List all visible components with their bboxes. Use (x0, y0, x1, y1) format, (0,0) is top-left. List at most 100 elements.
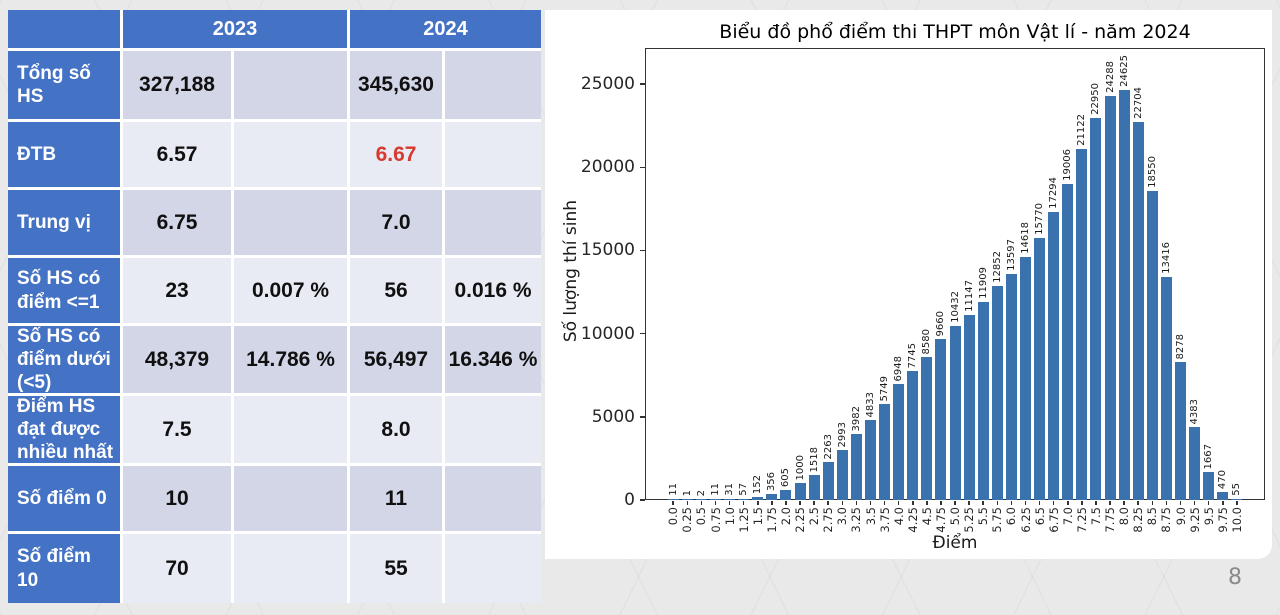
x-tick-mark (771, 500, 773, 505)
x-tick-label: 6.75 (1046, 507, 1061, 533)
bar (1231, 499, 1243, 500)
bar-value-label: 470 (1217, 469, 1229, 489)
x-tick-mark (996, 500, 998, 505)
x-tick-mark (1137, 500, 1139, 505)
bar-value-label: 13416 (1160, 242, 1172, 274)
bar (991, 286, 1003, 500)
y-tick-mark (640, 166, 645, 168)
bar (1034, 238, 1045, 500)
x-tick-label: 1.5 (750, 507, 765, 526)
cell-2024-percent (445, 466, 541, 531)
bar-value-label: 24625 (1118, 55, 1130, 87)
row-label: Số điểm 10 (8, 534, 120, 603)
x-tick-mark (1179, 500, 1182, 505)
bar (681, 499, 693, 500)
bar-value-label: 11 (667, 483, 679, 496)
bar-value-label: 2263 (822, 433, 834, 459)
bar (1104, 96, 1116, 500)
x-tick-label: 2.5 (807, 507, 822, 526)
bar (865, 420, 876, 500)
y-tick-mark (640, 249, 645, 252)
bar (822, 462, 834, 500)
bar-value-label: 22950 (1090, 83, 1102, 115)
x-tick-label: 2.0 (778, 507, 793, 526)
x-tick-label: 4.75 (933, 507, 948, 533)
bar-value-label: 2993 (836, 421, 848, 447)
bar (1020, 257, 1031, 500)
x-tick-mark (757, 500, 759, 505)
bar-value-label: 4833 (865, 391, 876, 417)
x-tick-mark (912, 500, 914, 505)
x-tick-mark (827, 500, 829, 505)
bar (935, 339, 947, 500)
row-label: Số HS có điểm dưới (<5) (8, 326, 120, 393)
x-tick-label: 0.5 (694, 507, 709, 526)
cell-2023-percent (234, 466, 347, 531)
slide-page-number: 8 (1228, 565, 1242, 590)
bar (1146, 191, 1158, 500)
bar-value-label: 605 (780, 467, 792, 487)
bar-value-label: 1518 (808, 446, 820, 472)
bar (808, 475, 820, 500)
cell-2024-value: 345,630 (350, 51, 442, 119)
bar-value-label: 8580 (921, 328, 933, 354)
x-tick-label: 3.25 (849, 507, 864, 533)
x-tick-mark (968, 500, 970, 505)
bar-value-label: 11 (710, 483, 721, 496)
bar-value-label: 55 (1231, 483, 1243, 496)
bar (1203, 472, 1215, 500)
bar (695, 499, 707, 500)
bar-value-label: 9660 (935, 310, 947, 336)
bar (1217, 492, 1229, 500)
x-tick-mark (1052, 500, 1055, 505)
x-tick-label: 10.0 (1229, 507, 1244, 533)
cell-2024-value: 55 (350, 534, 442, 603)
bar-value-label: 10432 (949, 291, 961, 323)
bar (794, 483, 806, 500)
bar-value-label: 24288 (1104, 61, 1116, 93)
bar (949, 326, 961, 500)
cell-2024-percent (445, 51, 541, 119)
x-tick-mark (1024, 500, 1027, 505)
x-tick-mark (1123, 500, 1125, 505)
y-tick-mark (640, 83, 645, 85)
x-tick-label: 2.25 (793, 507, 807, 533)
x-tick-mark (1081, 500, 1083, 505)
x-tick-label: 0.25 (680, 507, 695, 533)
x-tick-label: 9.75 (1215, 507, 1230, 533)
bar (1005, 274, 1017, 500)
bar (879, 404, 890, 500)
x-tick-label: 2.75 (821, 507, 836, 533)
x-tick-mark (1165, 500, 1168, 505)
row-label: ĐTB (8, 122, 120, 187)
bar-value-label: 6948 (893, 355, 905, 381)
x-tick-label: 7.75 (1103, 507, 1117, 533)
x-tick-mark (1207, 500, 1210, 505)
bar (738, 499, 750, 500)
bar-value-label: 21122 (1076, 114, 1088, 146)
cell-2024-percent (445, 122, 541, 187)
cell-2023-value: 327,188 (123, 51, 231, 119)
x-tick-label: 6.5 (1032, 507, 1047, 526)
x-tick-mark (672, 500, 674, 505)
cell-2023-percent (234, 122, 347, 187)
stats-table: 2023 2024 Tổng số HS 327,188 345,630 ĐTB 6.5… (8, 10, 541, 603)
x-tick-mark (982, 500, 984, 505)
cell-2023-value: 7.5 (123, 396, 231, 463)
bar-value-label: 1000 (794, 454, 806, 480)
bar (1062, 184, 1074, 500)
cell-2024-percent (445, 396, 541, 463)
bar-value-label: 57 (738, 483, 750, 496)
bar-value-label: 11909 (977, 267, 989, 299)
x-tick-label: 5.75 (990, 507, 1005, 533)
x-tick-mark (799, 500, 801, 505)
bar-value-label: 11147 (963, 280, 975, 312)
x-tick-mark (869, 500, 872, 505)
x-tick-label: 1.0 (722, 507, 737, 526)
y-tick-label: 20000 (580, 157, 635, 178)
x-tick-label: 3.0 (835, 507, 850, 526)
bar-value-label: 4383 (1189, 398, 1200, 424)
x-tick-label: 8.25 (1131, 507, 1146, 533)
x-tick-label: 7.0 (1060, 507, 1075, 526)
x-tick-mark (714, 500, 717, 505)
